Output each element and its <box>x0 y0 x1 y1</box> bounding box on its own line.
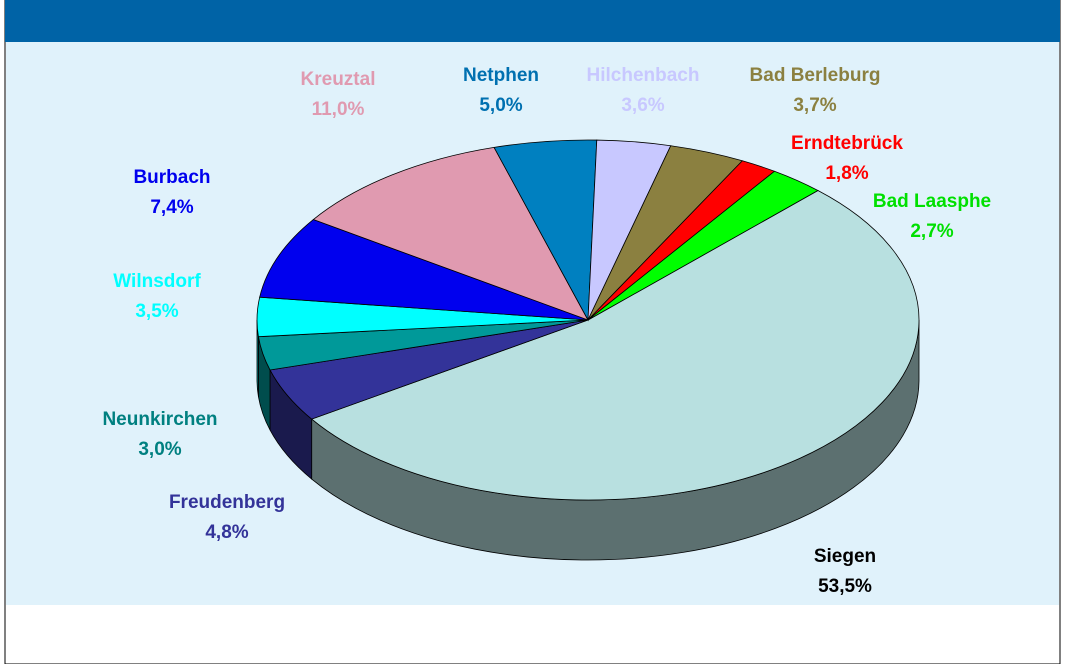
slice-label: Siegen <box>814 546 876 567</box>
value-label: 3,0% <box>138 439 181 460</box>
value-label: 2,7% <box>910 221 953 242</box>
slice-label: Netphen <box>463 65 539 86</box>
value-label: 7,4% <box>150 197 193 218</box>
slice <box>312 146 589 321</box>
slice-label: Bad Laasphe <box>873 191 991 212</box>
slice-label: Neunkirchen <box>102 409 217 430</box>
slice-label: Kreuztal <box>301 69 376 90</box>
header-bar <box>5 0 1060 42</box>
value-label: 3,7% <box>793 95 836 116</box>
slice-label: Erndtebrück <box>791 133 903 154</box>
slice <box>259 219 589 321</box>
slice-label: Freudenberg <box>169 492 285 513</box>
slice <box>587 170 819 321</box>
slice-label: Hilchenbach <box>587 65 700 86</box>
value-label: 4,8% <box>205 522 248 543</box>
value-label: 53,5% <box>818 576 872 597</box>
value-label: 3,5% <box>135 301 178 322</box>
slice-label: Bad Berleburg <box>750 65 881 86</box>
value-label: 3,6% <box>621 95 664 116</box>
slice-label: Wilnsdorf <box>113 271 201 292</box>
slice-label: Burbach <box>133 167 210 188</box>
value-label: 11,0% <box>312 99 365 120</box>
value-label: 1,8% <box>825 163 868 184</box>
slice <box>310 190 920 501</box>
value-label: 5,0% <box>479 95 522 116</box>
